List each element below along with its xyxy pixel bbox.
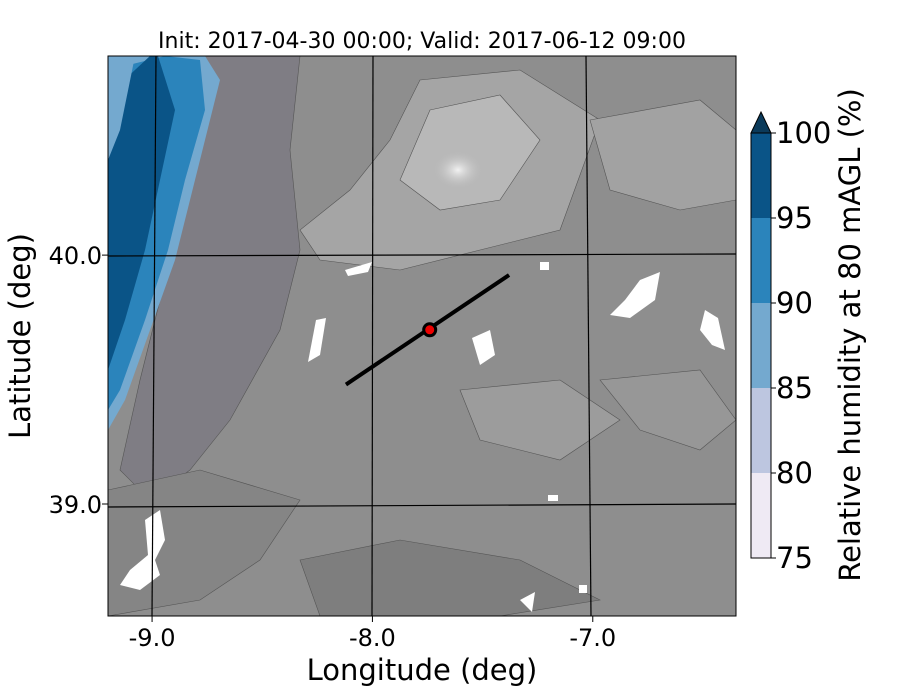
x-tick-label-1: -8.0 [349,624,396,652]
y-tick-label-1: 39.0 [49,491,102,519]
colorbar-segment-0 [751,473,771,558]
colorbar-tick-label-2: 85 [776,371,813,405]
y-axis-ticks: 40.0 39.0 [49,242,108,519]
humidity-coastal-band [108,56,220,430]
colorbar-label: Relative humidity at 80 mAGL (%) [833,88,867,582]
colorbar-tick-label-5: 100 [776,116,831,150]
colorbar-segment-4 [751,133,771,218]
colorbar-tick-label-3: 90 [776,286,813,320]
colorbar-frame [750,132,772,559]
x-tick-label-0: -9.0 [129,624,176,652]
x-axis-label: Longitude (deg) [307,653,538,687]
colorbar-tick-label-0: 75 [776,541,813,575]
low-humidity-patches [120,262,725,612]
x-axis-ticks: -9.0 -8.0 -7.0 [129,616,616,652]
plot-area [108,56,736,616]
y-tick-label-0: 40.0 [49,242,102,270]
y-axis-label: Latitude (deg) [3,233,37,439]
graticule [108,56,736,616]
x-tick-label-2: -7.0 [569,624,616,652]
terrain-shading [108,56,736,616]
location-marker [422,322,438,338]
colorbar-extend-arrow [750,110,772,134]
plot-frame [107,55,737,617]
colorbar-tick-label-4: 95 [776,201,813,235]
chart-title: Init: 2017-04-30 00:00; Valid: 2017-06-1… [158,29,686,54]
colorbar-ticks: 75 80 85 90 95 100 [771,116,831,575]
colorbar-segment-2 [751,303,771,388]
colorbar-segment-1 [751,388,771,473]
colorbar-segment-3 [751,218,771,303]
colorbar [750,110,772,559]
colorbar-tick-label-1: 80 [776,456,813,490]
